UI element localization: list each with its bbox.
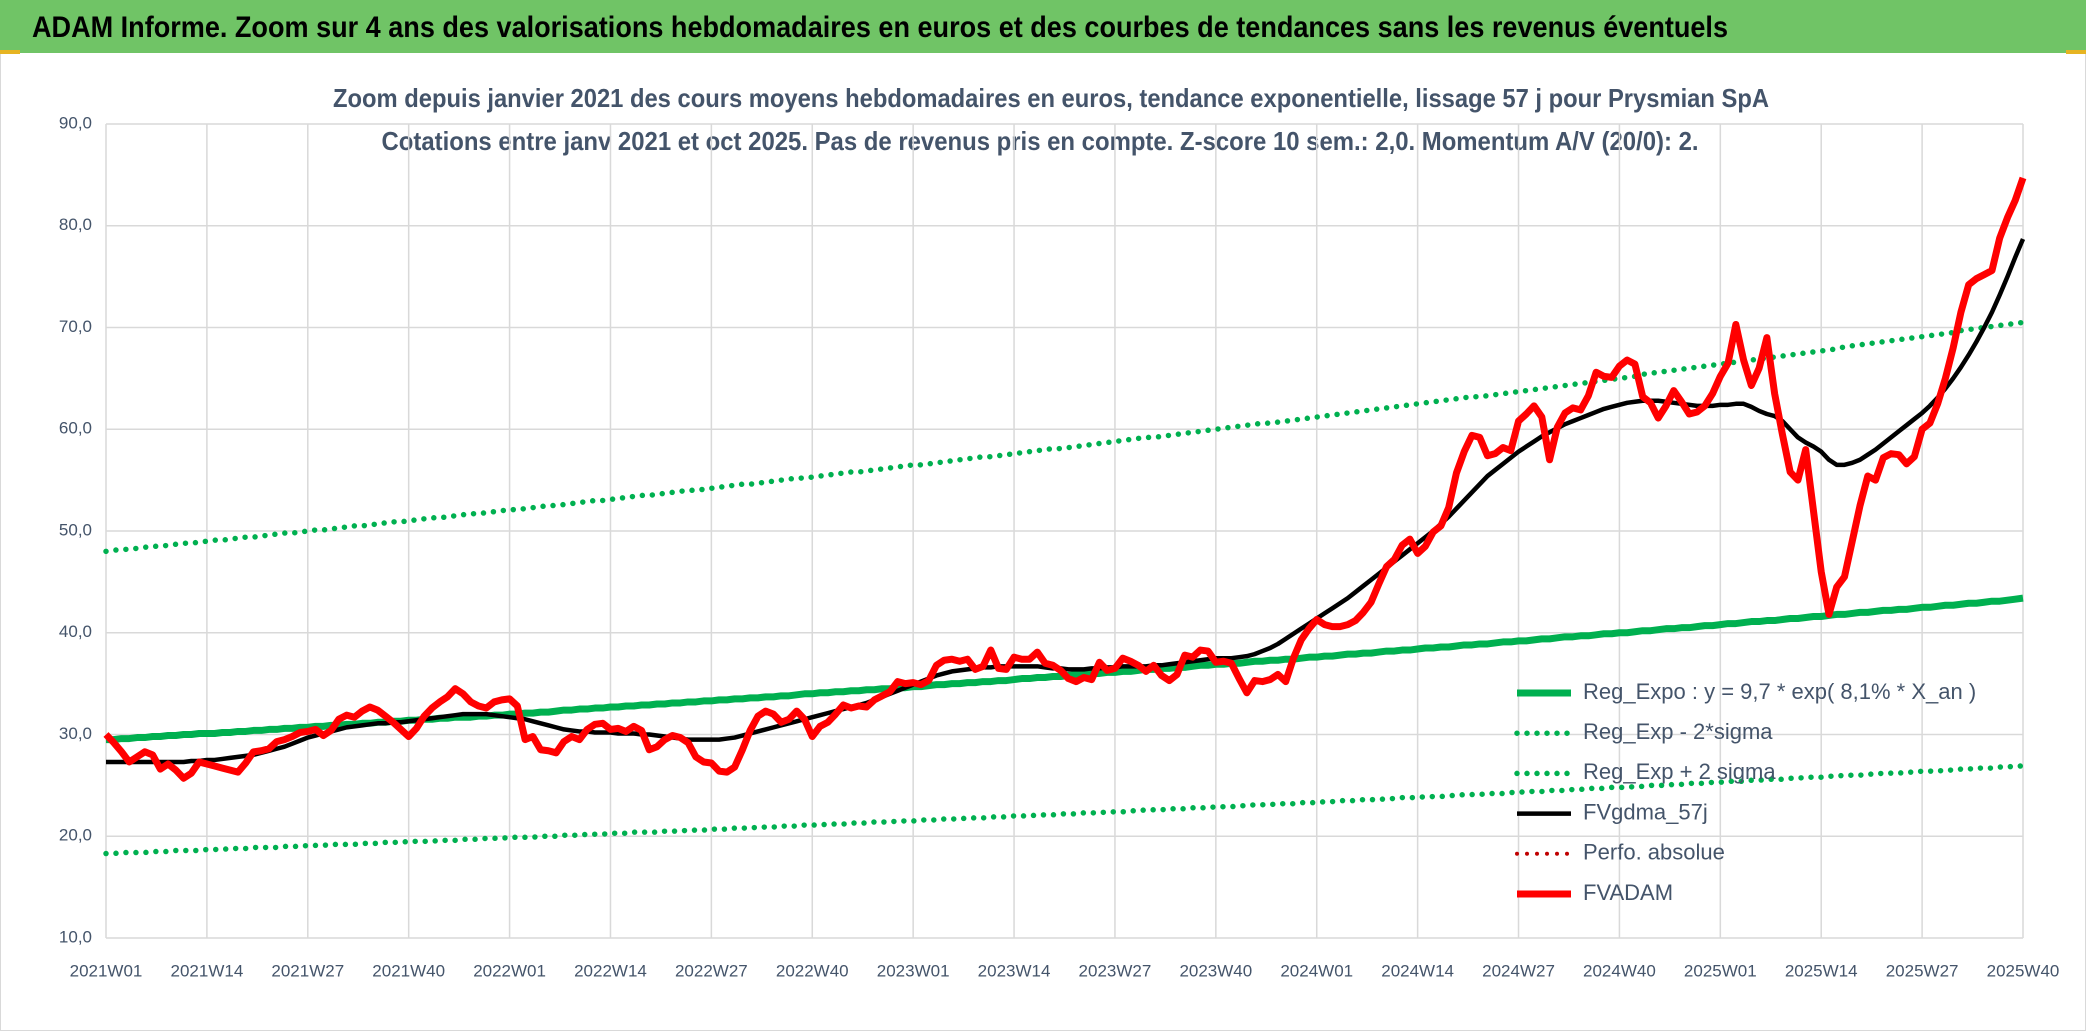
series-line [103, 763, 2026, 857]
legend-label: Reg_Exp - 2*sigma [1583, 719, 1773, 744]
y-tick-label: 20,0 [59, 826, 92, 845]
x-tick-label: 2021W27 [271, 961, 344, 980]
x-tick-label: 2022W40 [776, 961, 849, 980]
plot [103, 176, 2027, 857]
x-tick-label: 2023W14 [978, 961, 1051, 980]
page-title: ADAM Informe. Zoom sur 4 ans des valoris… [32, 11, 1728, 44]
x-tick-label: 2024W14 [1381, 961, 1454, 980]
x-tick-label: 2025W14 [1785, 961, 1858, 980]
legend-label: Perfo. absolue [1583, 840, 1725, 865]
series-line [103, 319, 2026, 555]
grid: 10,0 20,0 30,0 40,0 50,0 60,0 70,0 80,0 90,0 2021… [59, 113, 2059, 980]
legend-label: Reg_Exp + 2 sigma [1583, 759, 1776, 784]
x-tick-label: 2022W14 [574, 961, 647, 980]
series-line [103, 176, 2027, 782]
header-accent [0, 50, 20, 54]
x-tick-label: 2024W01 [1280, 961, 1353, 980]
legend-label: FVgdma_57j [1583, 799, 1708, 824]
y-tick-label: 60,0 [59, 419, 92, 438]
x-tick-label: 2021W14 [171, 961, 244, 980]
y-tick-label: 70,0 [59, 317, 92, 336]
x-tick-label: 2022W27 [675, 961, 748, 980]
chart-title: Zoom depuis janvier 2021 des cours moyen… [333, 83, 1769, 113]
y-tick-label: 80,0 [59, 215, 92, 234]
legend: Reg_Expo : y = 9,7 * exp( 8,1% * X_an ) R… [1514, 679, 1976, 905]
x-tick-label: 2025W01 [1684, 961, 1757, 980]
x-tick-label: 2025W40 [1987, 961, 2060, 980]
header-bar [0, 0, 2086, 53]
header-accent [2066, 50, 2086, 54]
x-tick-label: 2024W27 [1482, 961, 1555, 980]
x-tick-label: 2025W27 [1886, 961, 1959, 980]
x-tick-label: 2021W40 [372, 961, 445, 980]
x-tick-label: 2023W40 [1179, 961, 1252, 980]
y-tick-label: 10,0 [59, 927, 92, 946]
x-tick-label: 2021W01 [70, 961, 143, 980]
x-tick-label: 2023W01 [877, 961, 950, 980]
y-tick-label: 90,0 [59, 113, 92, 132]
y-tick-label: 50,0 [59, 520, 92, 539]
y-tick-label: 30,0 [59, 724, 92, 743]
chart-subtitle: Cotations entre janv 2021 et oct 2025. P… [382, 126, 1699, 156]
x-tick-label: 2023W27 [1079, 961, 1152, 980]
legend-label: Reg_Expo : y = 9,7 * exp( 8,1% * X_an ) [1583, 679, 1976, 704]
x-tick-label: 2022W01 [473, 961, 546, 980]
y-tick-label: 40,0 [59, 622, 92, 641]
legend-label: FVADAM [1583, 880, 1673, 905]
x-tick-label: 2024W40 [1583, 961, 1656, 980]
